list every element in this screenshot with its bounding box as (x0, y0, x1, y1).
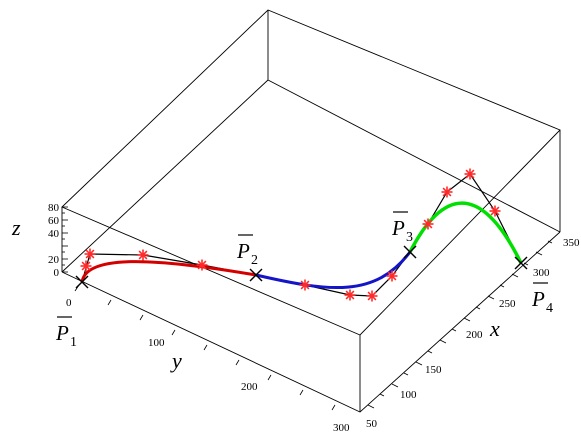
z-tick-label: 40 (48, 228, 60, 240)
point-label-p1: P 1 (55, 316, 77, 350)
star-marker (366, 290, 378, 302)
star-marker (344, 289, 356, 301)
star-marker (196, 259, 208, 271)
z-axis: 80 60 40 20 0 z (11, 202, 68, 279)
star-marker (464, 168, 476, 180)
control-point-markers (80, 168, 501, 302)
box-bottom-front (61, 231, 561, 413)
y-tick-label: 0 (66, 297, 72, 309)
point-label-p2: P 2 (236, 234, 258, 268)
y-axis-title: y (170, 348, 182, 373)
star-marker (299, 279, 311, 291)
z-tick-label: 0 (54, 267, 60, 279)
star-marker (489, 205, 501, 217)
x-axis-title: x (489, 316, 500, 341)
box-bottom-back-left (61, 79, 269, 273)
y-tick-label: 300 (333, 422, 350, 434)
point-label-p3: P 3 (391, 211, 413, 245)
star-marker (80, 260, 92, 272)
point-label-p4: P 4 (531, 282, 553, 316)
box-bottom-back-right (267, 79, 561, 233)
x-tick-label: 150 (425, 364, 442, 376)
point-label-letter: P (55, 321, 69, 345)
y-axis: 0 100 200 300 y (66, 284, 350, 434)
star-marker (422, 218, 434, 230)
star-marker (84, 248, 96, 260)
point-label-subscript: 2 (251, 253, 258, 268)
point-label-subscript: 3 (406, 230, 413, 245)
point-marker-p2 (249, 268, 263, 282)
point-label-letter: P (236, 239, 250, 263)
y-tick-label: 200 (241, 381, 258, 393)
point-label-letter: P (391, 216, 405, 240)
star-marker (441, 186, 453, 198)
z-tick-label: 60 (48, 215, 60, 227)
point-marker-p1 (75, 275, 89, 289)
z-tick-label: 20 (48, 254, 60, 266)
x-tick-label: 350 (563, 237, 580, 249)
point-label-subscript: 4 (546, 301, 553, 316)
point-label-letter: P (531, 287, 545, 311)
y-tick-label: 100 (148, 337, 165, 349)
curve-segment-blue (255, 251, 412, 290)
star-marker (137, 249, 149, 261)
x-tick-label: 300 (533, 267, 550, 279)
bounding-box (61, 9, 561, 413)
point-marker-p3 (403, 245, 417, 259)
point-label-subscript: 1 (70, 335, 77, 350)
x-axis: 50 100 150 200 250 300 350 x (366, 237, 580, 430)
curve-segment-red (80, 260, 257, 283)
curve-segment-green (408, 201, 523, 264)
interpolation-point-markers (75, 245, 528, 289)
x-tick-label: 50 (366, 418, 378, 430)
point-marker-p4 (514, 256, 528, 270)
star-marker (386, 270, 398, 282)
x-tick-label: 100 (400, 389, 417, 401)
z-tick-label: 80 (48, 202, 60, 214)
x-tick-label: 200 (466, 329, 483, 341)
x-tick-label: 250 (499, 298, 516, 310)
z-axis-title: z (11, 215, 21, 240)
